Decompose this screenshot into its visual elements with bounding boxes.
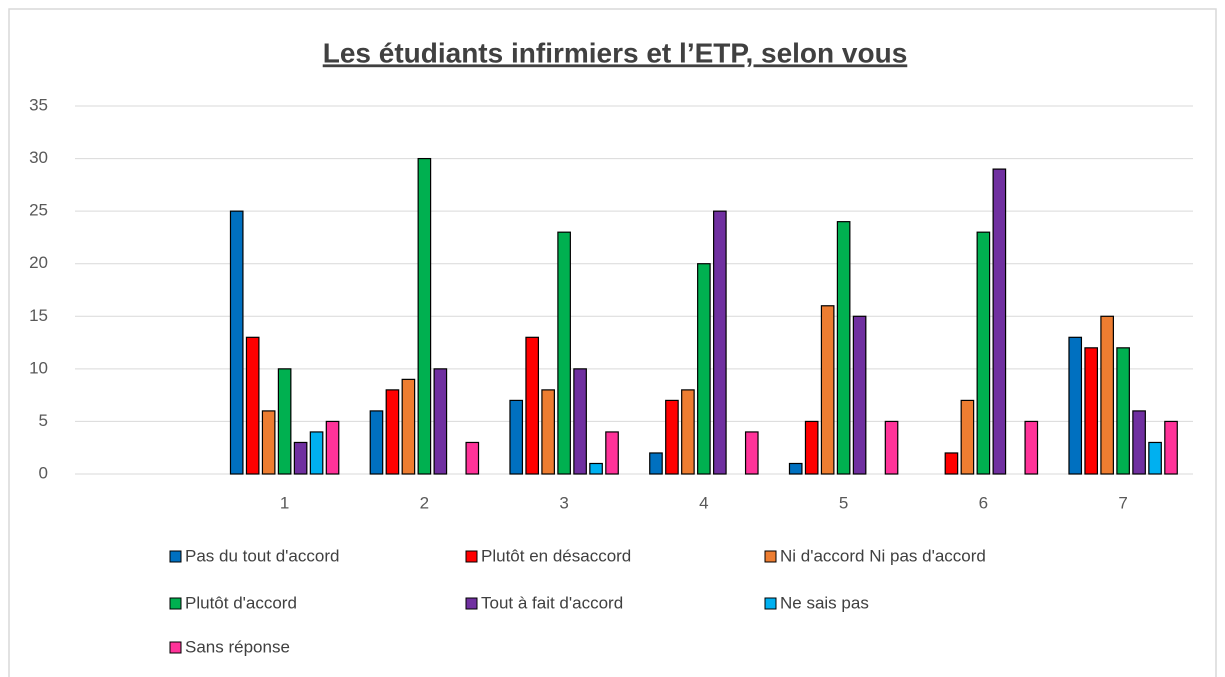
- bar: [433, 368, 448, 475]
- x-tick-label: 3: [559, 493, 568, 512]
- x-tick-label: 6: [979, 493, 988, 512]
- bar: [960, 399, 975, 475]
- bar: [804, 420, 819, 475]
- bar: [573, 368, 587, 475]
- bar: [385, 389, 400, 475]
- bar: [525, 336, 540, 475]
- bar: [465, 441, 480, 475]
- bar: [509, 399, 524, 475]
- legend-swatch: [169, 550, 182, 563]
- bar: [820, 305, 835, 475]
- y-tick-label: 25: [29, 201, 48, 220]
- bar: [884, 420, 899, 475]
- x-tick-label: 5: [839, 493, 848, 512]
- bar: [369, 410, 384, 475]
- legend-swatch: [169, 641, 182, 654]
- chart-border: [8, 8, 1217, 677]
- legend-swatch: [169, 597, 182, 610]
- bar: [1024, 420, 1039, 475]
- bar: [557, 231, 571, 475]
- bar: [1132, 410, 1146, 475]
- bar: [541, 389, 555, 475]
- y-tick-label: 15: [29, 306, 48, 325]
- bar: [713, 210, 727, 475]
- bar: [1164, 420, 1178, 475]
- bar: [744, 431, 759, 475]
- bar: [697, 263, 711, 475]
- bar: [1148, 441, 1162, 475]
- bar: [401, 378, 416, 475]
- bar: [1116, 347, 1130, 475]
- bar: [852, 315, 867, 475]
- legend-swatch: [465, 597, 478, 610]
- y-tick-label: 0: [39, 463, 48, 482]
- y-tick-label: 30: [29, 148, 48, 167]
- y-tick-label: 35: [29, 95, 48, 114]
- x-tick-label: 7: [1118, 493, 1127, 512]
- bar: [229, 210, 244, 475]
- bar: [1100, 315, 1114, 475]
- bar: [992, 168, 1007, 475]
- bar: [245, 336, 260, 475]
- legend-label: Ni d'accord Ni pas d'accord: [780, 546, 986, 565]
- legend-label: Sans réponse: [185, 637, 290, 656]
- y-tick-label: 20: [29, 253, 48, 272]
- bar: [649, 452, 663, 475]
- legend-label: Tout à fait d'accord: [481, 593, 623, 612]
- bar: [665, 399, 679, 475]
- bar: [589, 462, 603, 475]
- bar: [1084, 347, 1099, 475]
- bar: [944, 452, 959, 475]
- y-tick-label: 10: [29, 358, 48, 377]
- legend-label: Pas du tout d'accord: [185, 546, 339, 565]
- bar: [788, 462, 803, 475]
- x-tick-label: 2: [420, 493, 429, 512]
- x-tick-label: 4: [699, 493, 708, 512]
- legend-label: Plutôt en désaccord: [481, 546, 631, 565]
- legend-swatch: [465, 550, 478, 563]
- chart-title: Les étudiants infirmiers et l’ETP, selon…: [323, 37, 908, 68]
- bar: [325, 420, 340, 475]
- bar: [293, 441, 308, 475]
- bar: [417, 157, 432, 475]
- bar: [681, 389, 695, 475]
- bar: [605, 431, 619, 475]
- x-tick-label: 1: [280, 493, 289, 512]
- bar: [261, 410, 276, 475]
- bar: [309, 431, 324, 475]
- bar: [1068, 336, 1083, 475]
- legend-swatch: [764, 550, 777, 563]
- bar: [277, 368, 292, 475]
- bar: [836, 221, 851, 475]
- legend-label: Plutôt d'accord: [185, 593, 297, 612]
- legend-label: Ne sais pas: [780, 593, 869, 612]
- legend-swatch: [764, 597, 777, 610]
- bar: [976, 231, 991, 475]
- y-tick-label: 5: [39, 411, 48, 430]
